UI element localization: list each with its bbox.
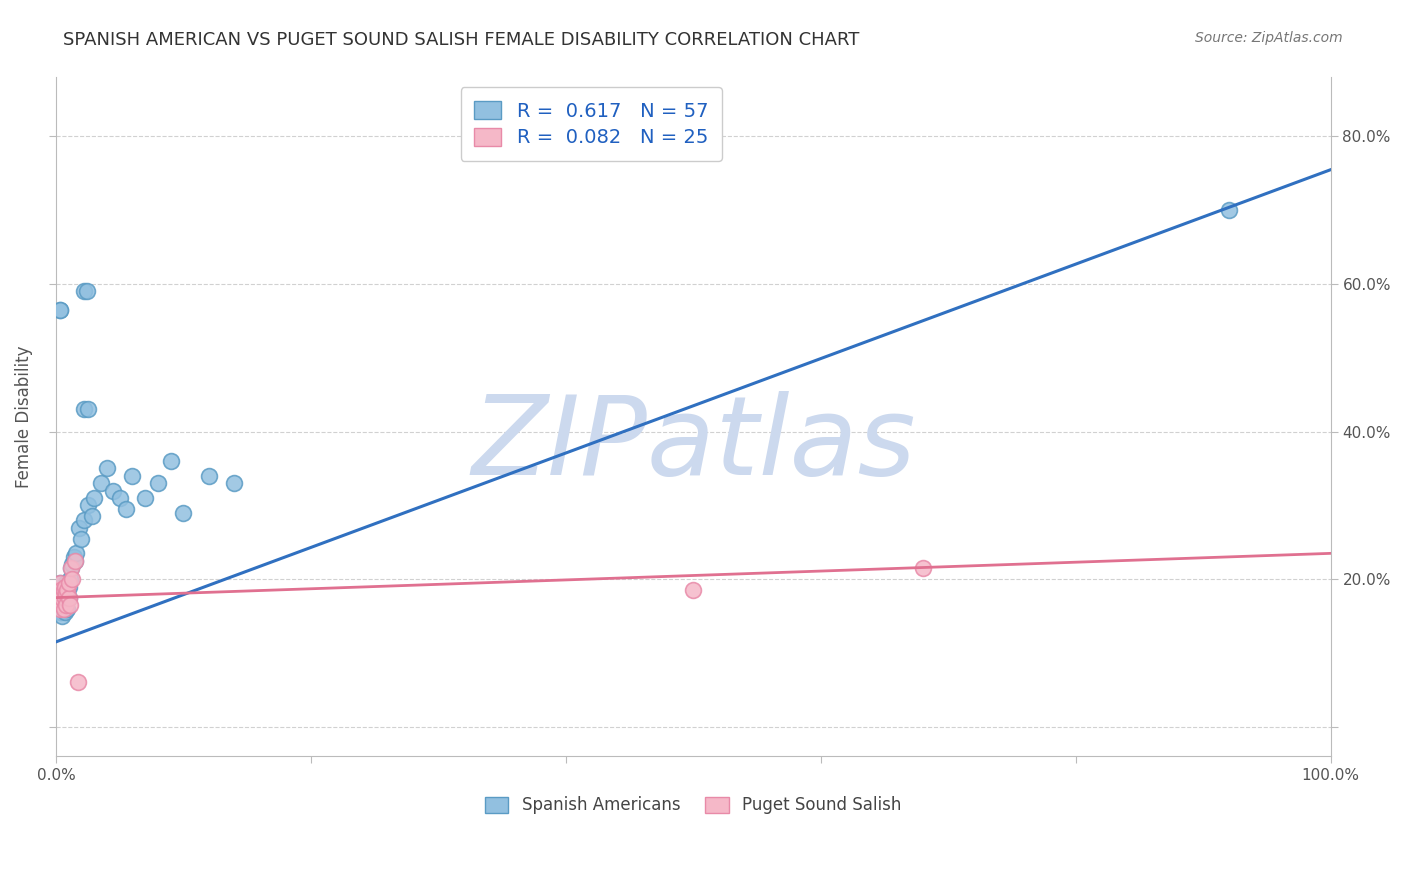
Point — [51, 587, 73, 601]
Point — [55, 594, 77, 608]
Point — [56, 601, 79, 615]
Point — [76, 499, 98, 513]
Point — [70, 532, 93, 546]
Text: ZIPatlas: ZIPatlas — [471, 391, 915, 498]
Point — [52, 591, 75, 605]
Point — [62, 558, 84, 572]
Point — [49, 606, 72, 620]
Point — [172, 506, 194, 520]
Point — [58, 580, 80, 594]
Point — [48, 575, 70, 590]
Point — [48, 594, 70, 608]
Point — [115, 502, 138, 516]
Point — [1218, 203, 1240, 218]
Point — [48, 302, 70, 317]
Point — [53, 598, 76, 612]
Point — [73, 402, 96, 417]
Y-axis label: Female Disability: Female Disability — [15, 345, 32, 488]
Legend: Spanish Americans, Puget Sound Salish: Spanish Americans, Puget Sound Salish — [477, 788, 910, 822]
Point — [52, 587, 75, 601]
Point — [46, 598, 69, 612]
Point — [56, 583, 79, 598]
Point — [53, 606, 76, 620]
Point — [49, 591, 72, 605]
Point — [67, 520, 90, 534]
Point — [55, 598, 77, 612]
Point — [51, 591, 73, 605]
Point — [53, 583, 76, 598]
Point — [49, 591, 72, 605]
Point — [911, 561, 934, 575]
Point — [56, 583, 79, 598]
Point — [73, 513, 96, 527]
Point — [73, 285, 96, 299]
Point — [96, 461, 118, 475]
Point — [224, 476, 246, 491]
Point — [62, 549, 84, 564]
Point — [108, 491, 131, 505]
Point — [51, 609, 73, 624]
Point — [90, 476, 112, 491]
Point — [48, 583, 70, 598]
Point — [48, 591, 70, 605]
Point — [103, 483, 125, 498]
Point — [52, 601, 75, 615]
Point — [66, 675, 89, 690]
Point — [159, 454, 181, 468]
Point — [49, 583, 72, 598]
Point — [48, 594, 70, 608]
Point — [52, 583, 75, 598]
Point — [60, 561, 83, 575]
Point — [146, 476, 169, 491]
Point — [55, 575, 77, 590]
Point — [63, 554, 86, 568]
Point — [48, 583, 70, 598]
Point — [62, 572, 84, 586]
Point — [59, 598, 82, 612]
Point — [134, 491, 156, 505]
Point — [48, 583, 70, 598]
Point — [63, 554, 86, 568]
Point — [59, 572, 82, 586]
Point — [121, 468, 143, 483]
Point — [58, 591, 80, 605]
Point — [65, 546, 87, 560]
Point — [51, 598, 73, 612]
Point — [76, 285, 98, 299]
Point — [83, 491, 105, 505]
Point — [53, 591, 76, 605]
Point — [58, 575, 80, 590]
Text: Source: ZipAtlas.com: Source: ZipAtlas.com — [1195, 31, 1343, 45]
Point — [51, 594, 73, 608]
Point — [49, 601, 72, 615]
Point — [48, 302, 70, 317]
Point — [46, 591, 69, 605]
Point — [60, 561, 83, 575]
Text: SPANISH AMERICAN VS PUGET SOUND SALISH FEMALE DISABILITY CORRELATION CHART: SPANISH AMERICAN VS PUGET SOUND SALISH F… — [63, 31, 859, 49]
Point — [48, 601, 70, 615]
Point — [682, 583, 704, 598]
Point — [53, 580, 76, 594]
Point — [48, 606, 70, 620]
Point — [58, 591, 80, 605]
Point — [55, 587, 77, 601]
Point — [48, 575, 70, 590]
Point — [76, 402, 98, 417]
Point — [51, 598, 73, 612]
Point — [80, 509, 103, 524]
Point — [198, 468, 221, 483]
Point — [48, 601, 70, 615]
